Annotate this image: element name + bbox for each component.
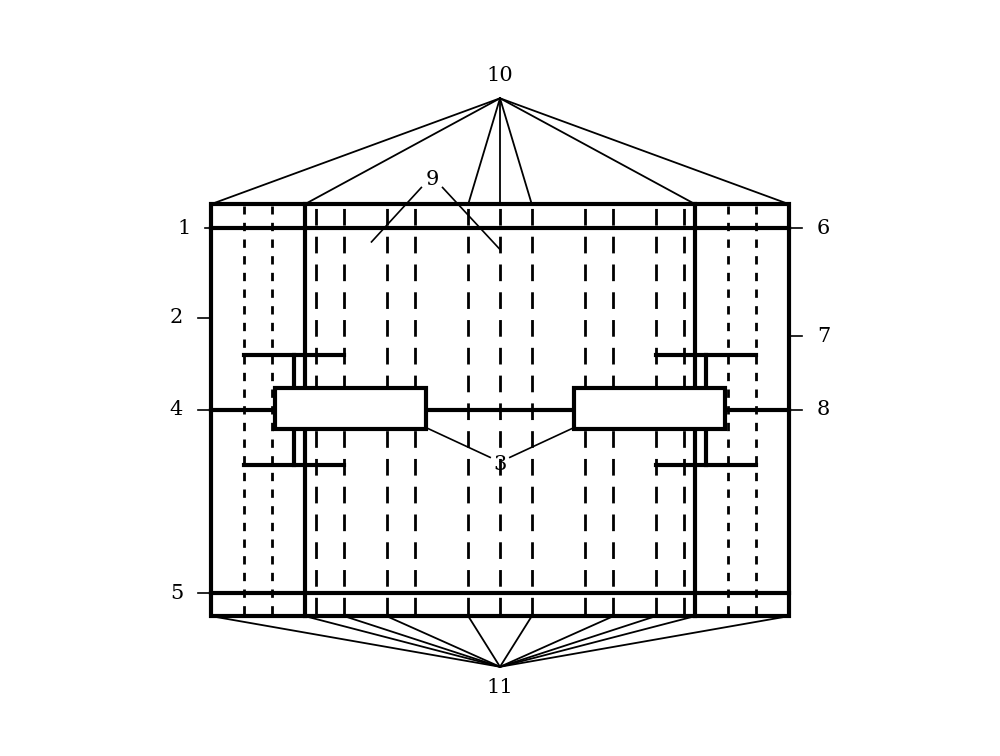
Text: 1: 1 — [177, 218, 191, 238]
Text: 6: 6 — [817, 218, 830, 238]
Text: 4: 4 — [170, 400, 183, 420]
Text: 10: 10 — [487, 66, 513, 85]
Bar — [211, 204, 789, 616]
Text: 5: 5 — [170, 584, 183, 603]
Bar — [574, 388, 725, 429]
Text: 9: 9 — [425, 170, 439, 190]
Text: 3: 3 — [493, 455, 507, 475]
Bar — [275, 388, 426, 429]
Text: 2: 2 — [170, 308, 183, 327]
Text: 11: 11 — [487, 678, 513, 698]
Text: 7: 7 — [817, 327, 830, 346]
Text: 8: 8 — [817, 400, 830, 420]
